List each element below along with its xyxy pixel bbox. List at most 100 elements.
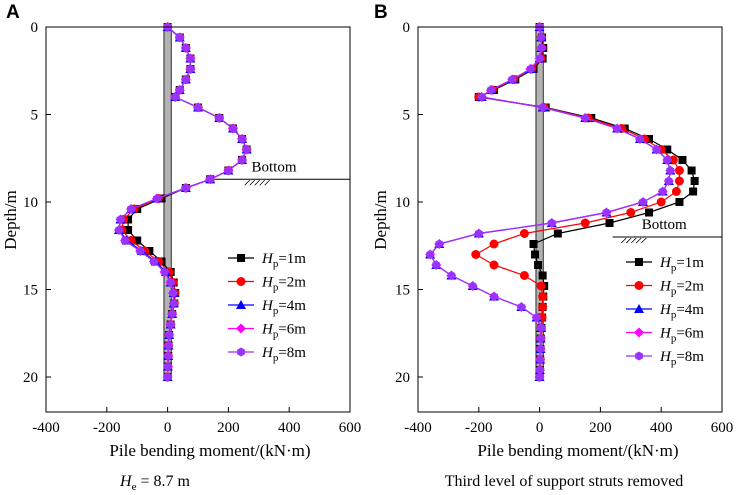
panel-b-series-1-point <box>553 229 562 238</box>
panel-a-series-1-point <box>124 226 133 234</box>
panel-b-legend-sym: H <box>659 349 672 365</box>
panel-b-legend-sub: p <box>671 333 677 345</box>
panel-a-series-5-point <box>169 288 177 298</box>
panel-b-series-1-point <box>645 135 654 143</box>
panel-a-bottom-hatch <box>249 179 255 186</box>
panel-b-series-2-point <box>656 197 666 207</box>
panel-a-xtick-label: 400 <box>278 420 301 436</box>
panel-a-legend-label-1: Hp=1m <box>261 251 306 270</box>
panel-b-series-5-point <box>426 250 435 259</box>
panel-b-ticks: -400 -200 0 200 400 600 0 5 10 15 20 <box>395 20 733 436</box>
panel-b-series-5-point <box>536 344 545 354</box>
panel-a-series-5-point <box>153 194 161 203</box>
panel-b-legend-sym: H <box>659 326 672 342</box>
panel-b-series-5-point <box>474 229 483 238</box>
panel-a-legend-marker-3 <box>236 300 246 309</box>
panel-a-bottom-line: BottomL1L2 <box>213 159 350 186</box>
panel-b-series-5-point <box>435 239 444 249</box>
panel-b-legend-label-1: Hp=1m <box>659 255 704 274</box>
panel-b-ytick-label: 5 <box>403 108 411 124</box>
panel-a-legend-sub: p <box>273 258 279 270</box>
panel-a-legend-sym: H <box>261 251 274 267</box>
panel-a-xtick-label: -400 <box>32 420 60 436</box>
panel-a-legend-marker-5 <box>237 347 245 357</box>
panel-b-bottom-hatch <box>630 237 637 244</box>
panel-a-series-5-point <box>166 320 175 329</box>
panel-b-xtick-label: -400 <box>404 420 432 436</box>
panel-a-series-5-point <box>181 43 190 53</box>
panel-a-xtick-label: 200 <box>217 420 240 436</box>
panel-a-series-1-point <box>145 247 154 255</box>
panel-b-ytick-label: 15 <box>395 283 410 299</box>
panel-b-legend-label-2: Hp=2m <box>659 279 704 298</box>
panel-b-legend-sym: H <box>659 279 672 295</box>
panel-b-series-1-point <box>605 219 614 227</box>
panel-a-series-5-point <box>168 309 177 319</box>
panel-a-series-5-point <box>164 341 173 350</box>
panel-b-legend-marker-4 <box>634 327 644 338</box>
panel-b-bottom-line: BottomL1L2 <box>612 217 722 244</box>
panel-b-legend-rest: =2m <box>676 279 704 295</box>
panel-a-series-5-point <box>242 145 251 154</box>
panel-b-series-2-point <box>519 229 529 238</box>
panel-b-series-5-point <box>538 103 547 112</box>
panel-b-series-5-point <box>487 85 495 95</box>
panel-b-legend-label-4: Hp=6m <box>659 326 704 345</box>
panel-b-series-5-point <box>547 218 556 228</box>
panel-b-series-5-point <box>537 33 545 42</box>
panel-a-series-5-point <box>136 246 145 256</box>
panel-a-series-5-point <box>238 155 246 165</box>
panel-b-series-2-point <box>626 208 636 217</box>
panel-b-ytick-label: 0 <box>403 20 411 36</box>
panel-b-legend-marker-2 <box>634 281 644 290</box>
panel-b-legend-label-3: Hp=4m <box>659 302 704 321</box>
panel-a-series-5-point <box>238 134 246 144</box>
panel-a-series-5-point <box>121 236 129 245</box>
panel-b-series-5-point <box>490 292 498 301</box>
panel-b-series-5-point <box>536 355 545 364</box>
panel-b-legend-sub: p <box>671 286 677 298</box>
panel-a-series-5-point <box>115 225 123 235</box>
panel-a-ytick-label: 10 <box>23 195 38 211</box>
panel-b-series-2-point <box>519 271 529 280</box>
panel-a-caption-sub: e <box>132 481 137 493</box>
panel-b-legend-rest: =8m <box>676 349 704 365</box>
panel-a-xtick-label: -200 <box>93 420 121 436</box>
panel-a-series-5-point <box>181 75 190 84</box>
panel-a-series <box>113 22 252 382</box>
panel-b-series-1-point <box>689 187 698 196</box>
panel-b-legend-sub: p <box>671 309 677 321</box>
panel-b-xtick-label: 200 <box>589 420 612 436</box>
panel-b-legend-label-5: Hp=8m <box>659 349 704 368</box>
panel-a-series-5-point <box>186 64 195 74</box>
panel-a-legend-marker-1 <box>237 254 245 262</box>
panel-a-series-5-point <box>164 351 173 361</box>
panel-b-series-5-point <box>639 197 647 207</box>
panel-a-ytick-label: 0 <box>31 20 39 36</box>
panel-b-bottom-hatch <box>635 237 642 244</box>
panel-b-legend-rest: =1m <box>676 255 704 271</box>
panel-a: A Depth/m Pile bending moment/(kN·m) He … <box>1 2 361 493</box>
panel-a-series-5-point <box>163 372 172 382</box>
panel-b-xtick-label: 0 <box>536 420 544 436</box>
panel-b-ytick-label: 20 <box>395 370 410 386</box>
panel-b-series-line-5 <box>429 26 671 378</box>
panel-b-series-1-point <box>534 261 543 269</box>
panel-a-legend-label-3: Hp=4m <box>261 298 306 317</box>
panel-a-series-5-point <box>215 113 224 123</box>
panel-b-legend-marker-1 <box>635 258 643 266</box>
panel-a-series-5-point <box>127 204 135 214</box>
panel-a-series-5-point <box>206 174 215 184</box>
panel-b-series-2-point <box>538 302 548 312</box>
panel-b-series-5-point <box>447 271 456 280</box>
panel-a-bottom-label: BottomL1L2 <box>251 159 296 175</box>
panel-a-series-5-point <box>229 124 237 133</box>
panel-a-legend-rest: =6m <box>278 322 306 338</box>
panel-b-series-2-point <box>674 166 684 175</box>
panel-a-frame <box>45 26 351 413</box>
panel-a-xlabel: Pile bending moment/(kN·m) <box>109 441 310 460</box>
panel-a-legend-sub: p <box>273 352 279 364</box>
